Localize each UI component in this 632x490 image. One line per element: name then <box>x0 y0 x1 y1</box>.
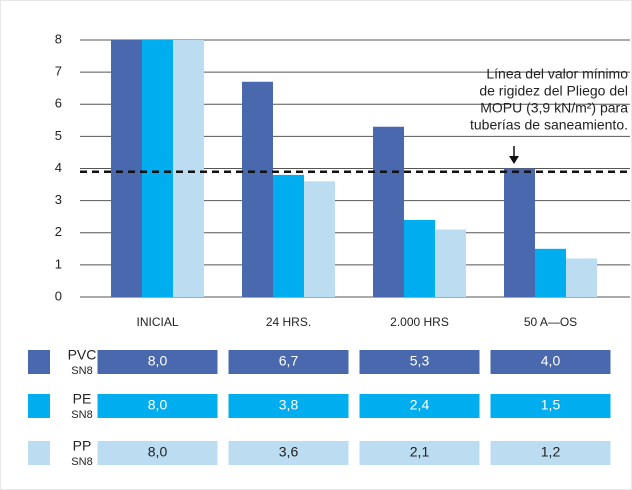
annotation: tuberías de saneamiento. <box>470 117 628 133</box>
table-cell <box>228 394 349 418</box>
bar <box>404 219 435 297</box>
value-label: 5,3 <box>410 353 430 369</box>
value-label: 2,4 <box>410 397 430 413</box>
annotation: de rigidez del Pliego del <box>479 83 628 99</box>
value-label: 8,0 <box>148 397 168 413</box>
table-cell <box>97 350 218 374</box>
table-cell <box>359 441 480 465</box>
bar <box>535 248 566 297</box>
y-tick-label: 6 <box>55 96 62 111</box>
y-tick-label: 7 <box>55 64 62 79</box>
value-label: 3,6 <box>279 444 299 460</box>
value-label: 3,8 <box>279 397 299 413</box>
value-label: 6,7 <box>279 353 299 369</box>
bar <box>304 181 335 297</box>
legend-sublabel: SN8 <box>71 365 92 377</box>
legend-sublabel: SN8 <box>71 409 92 421</box>
table-cell <box>97 441 218 465</box>
legend-label: PE <box>73 391 92 407</box>
annotation-arrowhead <box>509 156 519 164</box>
value-label: 2,1 <box>410 444 430 460</box>
value-label: 8,0 <box>148 444 168 460</box>
bar <box>566 258 597 297</box>
x-tick-label: 24 HRS. <box>266 315 311 329</box>
table-cell <box>228 350 349 374</box>
x-tick-label: 50 A—OS <box>524 315 577 329</box>
y-tick-label: 8 <box>55 31 62 46</box>
bar <box>111 40 142 297</box>
bar <box>142 40 173 297</box>
annotation: MOPU (3,9 kN/m²) para <box>480 100 628 116</box>
table-cell <box>228 441 349 465</box>
y-tick-label: 1 <box>55 256 62 271</box>
value-label: 1,2 <box>541 444 561 460</box>
annotation: Línea del valor mínimo <box>486 66 628 82</box>
table-cell <box>359 350 480 374</box>
value-label: 8,0 <box>148 353 168 369</box>
legend-label: PP <box>73 438 92 454</box>
table-cell <box>359 394 480 418</box>
legend-swatch <box>28 350 50 374</box>
y-tick-label: 2 <box>55 224 62 239</box>
legend-sublabel: SN8 <box>71 456 92 468</box>
bar <box>504 168 535 297</box>
table-cell <box>490 441 611 465</box>
y-tick-label: 5 <box>55 128 62 143</box>
value-label: 4,0 <box>541 353 561 369</box>
y-tick-label: 3 <box>55 192 62 207</box>
bar <box>242 81 273 297</box>
table-cell <box>490 350 611 374</box>
bar <box>173 40 204 297</box>
value-label: 1,5 <box>541 397 561 413</box>
legend-label: PVC <box>68 347 97 363</box>
y-tick-label: 4 <box>55 160 62 175</box>
bar <box>373 126 404 297</box>
bar <box>273 174 304 297</box>
y-tick-label: 0 <box>55 288 62 303</box>
legend-swatch <box>28 394 50 418</box>
table-cell <box>490 394 611 418</box>
x-tick-label: 2.000 HRS <box>390 315 449 329</box>
legend-swatch <box>28 441 50 465</box>
table-cell <box>97 394 218 418</box>
bar <box>435 229 466 297</box>
x-tick-label: INICIAL <box>136 315 178 329</box>
